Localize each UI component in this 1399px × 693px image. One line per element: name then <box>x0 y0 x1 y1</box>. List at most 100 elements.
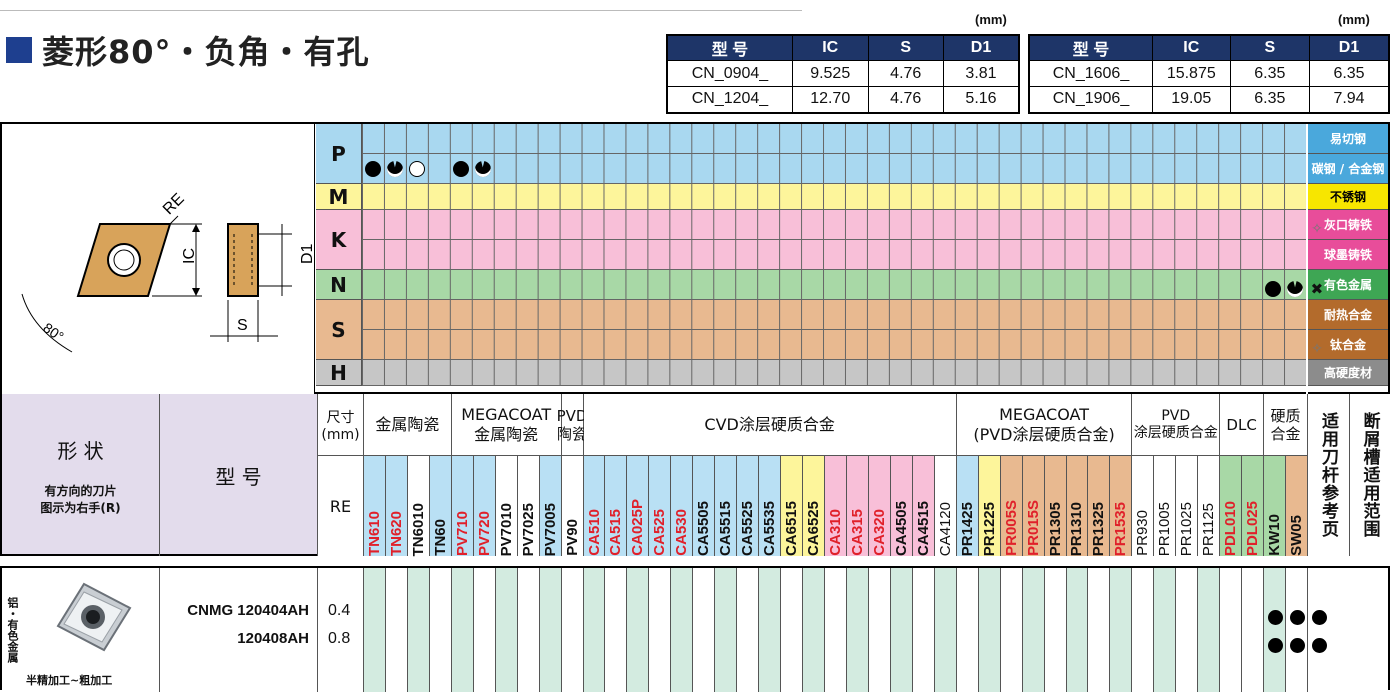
full-dot-icon <box>1268 610 1284 625</box>
grade-label: PR1310 <box>1068 501 1086 556</box>
spec-header-ic: IC <box>791 34 869 61</box>
product-grade-cell <box>1132 568 1155 692</box>
grade-label: PR1025 <box>1178 501 1196 556</box>
product-grade-cell <box>1286 568 1308 692</box>
spec-header-row: 型 号 IC S D1 <box>666 34 1020 61</box>
grade-label: PR1425 <box>958 501 976 556</box>
grade-label: SW05 <box>1288 515 1305 556</box>
spec-cell: 3.81 <box>942 60 1020 87</box>
grade-label: CA310 <box>826 509 844 556</box>
grade-column-header: CA315 <box>846 456 869 556</box>
product-grade-cell <box>1220 568 1243 692</box>
full-dot-icon <box>1311 638 1327 653</box>
shape-label: 形 状 <box>57 438 104 463</box>
model-120408: 120408AH <box>237 630 309 647</box>
spec-cell: CN_1204_ <box>666 86 793 113</box>
product-grade-cell <box>671 568 694 692</box>
grade-column-header: PR1025 <box>1176 456 1199 556</box>
shape-header: 形 状 有方向的刀片 图示为右手(R) <box>2 394 160 556</box>
spec-cell: 6.35 <box>1229 60 1311 87</box>
spec-table-right: 型 号 IC S D1 CN_1606_ 15.875 6.35 6.35 CN… <box>1028 34 1390 114</box>
grade-column-header: CA5525 <box>737 456 760 556</box>
product-grade-cell <box>1044 568 1067 692</box>
grade-group-header: 金属陶瓷 <box>364 394 452 456</box>
material-label: 钛合金 <box>1308 330 1388 360</box>
grade-group-header: 硬质 合金 <box>1264 394 1308 456</box>
spec-row: CN_1606_ 15.875 6.35 6.35 <box>1028 60 1390 87</box>
material-matrix-frame <box>0 122 1390 394</box>
product-grade-cell <box>473 568 496 692</box>
grade-label: PV7005 <box>541 502 559 556</box>
grade-label: PR1325 <box>1090 501 1108 556</box>
product-grade-cell <box>1066 568 1089 692</box>
grade-column-header: PR1425 <box>956 456 979 556</box>
product-side-label: 铝・有色金属 <box>6 597 19 663</box>
full-dot-icon <box>1265 281 1282 297</box>
grade-column-header: KW10 <box>1264 456 1287 556</box>
grade-label: PDL010 <box>1222 500 1240 556</box>
grade-label: PR930 <box>1134 510 1152 556</box>
grade-label: KW10 <box>1266 514 1284 556</box>
grade-group-header: MEGACOAT (PVD涂层硬质合金) <box>956 394 1133 456</box>
grade-group-header: MEGACOAT 金属陶瓷 <box>451 394 562 456</box>
unit-label-right: (mm) <box>1338 12 1370 27</box>
grade-column-header: PDL010 <box>1220 456 1243 556</box>
grade-label: CA5535 <box>761 500 779 556</box>
grade-label: CA4120 <box>936 501 954 556</box>
model-label: 型 号 <box>160 394 318 556</box>
grade-label: PR005S <box>1002 500 1020 556</box>
spec-header-model: 型 号 <box>666 34 793 61</box>
product-models: CNMG 120404AH 120408AH <box>160 568 318 692</box>
grade-label: PR1225 <box>980 501 998 556</box>
grade-label: PV7025 <box>519 502 537 556</box>
material-label: 有色金属 <box>1308 270 1388 300</box>
product-grade-cell <box>912 568 935 692</box>
grade-column-header: PR015S <box>1022 456 1045 556</box>
spec-header-d1: D1 <box>942 34 1020 61</box>
product-grade-cell <box>649 568 672 692</box>
half-dot-icon <box>474 161 491 177</box>
grade-column-header: TN60 <box>429 456 452 556</box>
grade-label: PV720 <box>475 510 493 556</box>
top-rule <box>0 10 802 11</box>
grade-column-header: PV720 <box>473 456 496 556</box>
product-grade-cell <box>517 568 540 692</box>
grade-label: TN60 <box>431 519 449 556</box>
grade-label: CA4515 <box>914 500 932 556</box>
grade-group-header: CVD涂层硬质合金 <box>583 394 957 456</box>
spec-header-model: 型 号 <box>1028 34 1153 61</box>
spec-row: CN_1906_ 19.05 6.35 7.94 <box>1028 86 1390 113</box>
product-grade-cell <box>451 568 474 692</box>
full-dot-icon <box>1268 638 1284 653</box>
product-grade-cell <box>781 568 804 692</box>
grade-label: PR1305 <box>1046 501 1064 556</box>
grade-label: PR1005 <box>1156 501 1174 556</box>
product-grade-cell <box>605 568 628 692</box>
shape-note-2: 图示为右手(R) <box>40 500 121 515</box>
product-grade-cell <box>737 568 760 692</box>
grade-group-header: DLC <box>1220 394 1265 456</box>
product-grade-cell <box>364 568 386 692</box>
spec-cell: 6.35 <box>1309 60 1390 87</box>
grade-column-header: PR1310 <box>1066 456 1089 556</box>
material-label: 耐热合金 <box>1308 300 1388 330</box>
star-mark-icon: ✧ <box>1311 341 1323 357</box>
spec-cell: 5.16 <box>942 86 1020 113</box>
breaker-range-header: 断屑槽适用范围 <box>1350 394 1390 556</box>
product-grade-cell <box>1000 568 1023 692</box>
shape-note-1: 有方向的刀片 <box>44 483 117 498</box>
spec-cell: 4.76 <box>867 86 944 113</box>
material-row <box>362 210 1306 240</box>
grade-column-header: CA6515 <box>781 456 804 556</box>
grade-column-header: CA4505 <box>890 456 913 556</box>
re-label: RE <box>160 190 188 218</box>
grade-label: CA315 <box>848 509 866 556</box>
grade-column-header: CA5515 <box>715 456 738 556</box>
product-grade-cell <box>561 568 584 692</box>
spec-cell: 15.875 <box>1151 60 1231 87</box>
product-grade-cell <box>978 568 1001 692</box>
grade-column-header: PV7010 <box>495 456 518 556</box>
product-image-cell: 半精加工~粗加工 <box>22 568 160 692</box>
product-grade-cell <box>1154 568 1177 692</box>
grade-column-header: CA5505 <box>693 456 716 556</box>
